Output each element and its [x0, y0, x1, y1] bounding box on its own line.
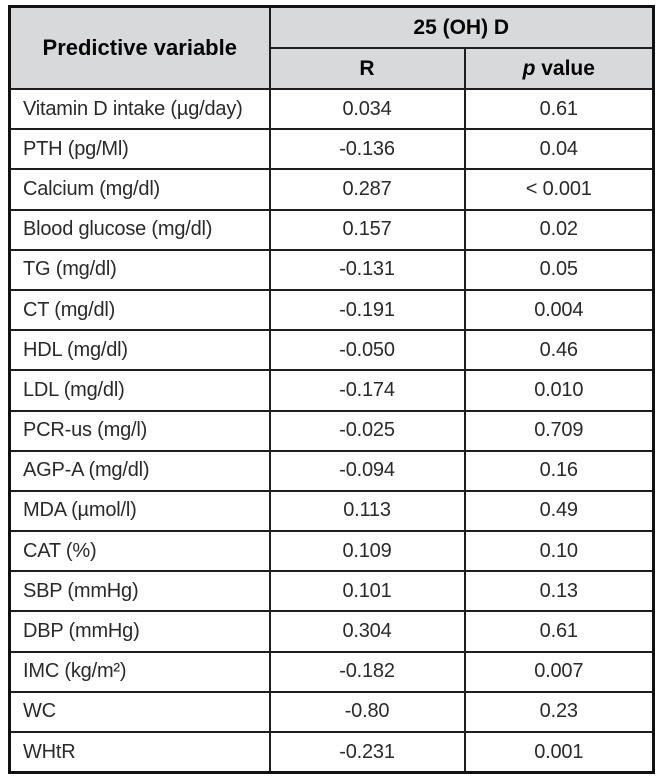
table-row: WHtR -0.231 0.001	[8, 731, 655, 774]
predictive-variable-cell: PTH (pg/Ml)	[8, 128, 271, 171]
table-body: Vitamin D intake (µg/day) 0.034 0.61 PTH (p…	[8, 87, 655, 774]
p-value-cell: < 0.001	[463, 168, 655, 211]
table-row: AGP-A (mg/dl) -0.094 0.16	[8, 449, 655, 492]
predictive-variable-cell: Blood glucose (mg/dl)	[8, 208, 271, 251]
r-value-cell: -0.050	[268, 329, 466, 372]
p-value-cell: 0.61	[463, 610, 655, 653]
column-header-25-oh-d: 25 (OH) D	[268, 5, 655, 49]
table-row: WC -0.80 0.23	[8, 690, 655, 734]
p-value-italic-p: p	[522, 56, 536, 80]
header-row-group: Predictive variable 25 (OH) D	[8, 5, 655, 90]
column-header-r: R	[268, 47, 466, 90]
table-row: Vitamin D intake (µg/day) 0.034 0.61	[8, 87, 655, 131]
p-value-cell: 0.16	[463, 449, 655, 492]
r-value-cell: -0.174	[268, 369, 466, 412]
r-value-cell: -0.136	[268, 128, 466, 171]
predictive-variable-cell: MDA (µmol/l)	[8, 489, 271, 533]
predictive-variable-cell: TG (mg/dl)	[8, 248, 271, 291]
p-value-cell: 0.46	[463, 329, 655, 372]
predictive-variable-cell: CAT (%)	[8, 530, 271, 573]
predictive-variable-cell: CT (mg/dl)	[8, 288, 271, 332]
column-header-p-value: p value	[463, 47, 655, 90]
p-value-cell: 0.709	[463, 409, 655, 452]
predictive-variable-cell: Calcium (mg/dl)	[8, 168, 271, 211]
r-value-cell: 0.034	[268, 87, 466, 131]
header-row-sub: R p value	[10, 47, 655, 90]
r-value-cell: 0.157	[268, 208, 466, 251]
predictive-variable-cell: SBP (mmHg)	[8, 570, 271, 613]
predictive-variable-cell: PCR-us (mg/l)	[8, 409, 271, 452]
table-row: HDL (mg/dl) -0.050 0.46	[8, 329, 655, 372]
r-value-cell: -0.191	[268, 288, 466, 332]
r-value-cell: -0.182	[268, 650, 466, 693]
p-value-cell: 0.004	[463, 288, 655, 332]
p-value-cell: 0.23	[463, 690, 655, 734]
p-value-cell: 0.02	[463, 208, 655, 251]
predictive-variable-cell: AGP-A (mg/dl)	[8, 449, 271, 492]
r-value-cell: 0.109	[268, 530, 466, 573]
predictive-variable-cell: WHtR	[8, 731, 271, 774]
r-value-cell: 0.304	[268, 610, 466, 653]
correlation-table: Predictive variable 25 (OH) D R p value …	[8, 5, 655, 775]
table-row: PCR-us (mg/l) -0.025 0.709	[8, 409, 655, 452]
r-value-cell: -0.231	[268, 731, 466, 774]
predictive-variable-cell: HDL (mg/dl)	[8, 329, 271, 372]
r-value-cell: -0.094	[268, 449, 466, 492]
p-value-cell: 0.010	[463, 369, 655, 412]
r-value-cell: 0.287	[268, 168, 466, 211]
table-row: MDA (µmol/l) 0.113 0.49	[8, 489, 655, 533]
table-row: TG (mg/dl) -0.131 0.05	[8, 248, 655, 291]
p-value-cell: 0.007	[463, 650, 655, 693]
r-value-cell: -0.80	[268, 690, 466, 734]
predictive-variable-cell: LDL (mg/dl)	[8, 369, 271, 412]
column-header-predictive-variable: Predictive variable	[8, 5, 271, 90]
table-row: CAT (%) 0.109 0.10	[8, 530, 655, 573]
r-value-cell: -0.025	[268, 409, 466, 452]
p-value-cell: 0.13	[463, 570, 655, 613]
table-row: LDL (mg/dl) -0.174 0.010	[8, 369, 655, 412]
predictive-variable-cell: WC	[8, 690, 271, 734]
p-value-rest: value	[535, 56, 595, 80]
p-value-cell: 0.001	[463, 731, 655, 774]
table-row: PTH (pg/Ml) -0.136 0.04	[8, 128, 655, 171]
p-value-cell: 0.10	[463, 530, 655, 573]
r-value-cell: 0.113	[268, 489, 466, 533]
table-row: SBP (mmHg) 0.101 0.13	[8, 570, 655, 613]
predictive-variable-cell: Vitamin D intake (µg/day)	[8, 87, 271, 131]
r-value-cell: -0.131	[268, 248, 466, 291]
correlation-table-container: Predictive variable 25 (OH) D R p value …	[8, 5, 655, 775]
p-value-cell: 0.49	[463, 489, 655, 533]
table-row: DBP (mmHg) 0.304 0.61	[8, 610, 655, 653]
table-row: Blood glucose (mg/dl) 0.157 0.02	[8, 208, 655, 251]
r-value-cell: 0.101	[268, 570, 466, 613]
p-value-cell: 0.05	[463, 248, 655, 291]
predictive-variable-cell: DBP (mmHg)	[8, 610, 271, 653]
predictive-variable-cell: IMC (kg/m²)	[8, 650, 271, 693]
table-row: Calcium (mg/dl) 0.287 < 0.001	[8, 168, 655, 211]
table-row: CT (mg/dl) -0.191 0.004	[8, 288, 655, 332]
p-value-cell: 0.61	[463, 87, 655, 131]
table-row: IMC (kg/m²) -0.182 0.007	[8, 650, 655, 693]
p-value-cell: 0.04	[463, 128, 655, 171]
table-header: Predictive variable 25 (OH) D R p value	[8, 5, 655, 90]
